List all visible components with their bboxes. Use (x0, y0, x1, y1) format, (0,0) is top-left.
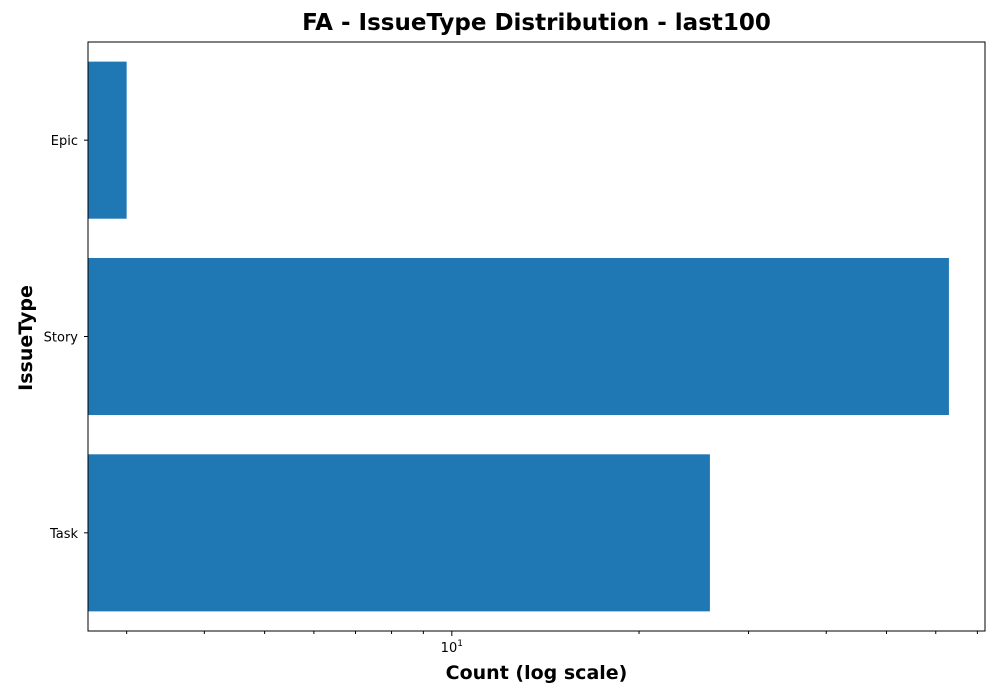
x-axis-label: Count (log scale) (445, 662, 628, 684)
bar-story (88, 257, 949, 416)
y-tick-label-epic: Epic (51, 134, 78, 149)
x-tick-label: 101 (441, 639, 463, 656)
y-axis-label: IssueType (15, 285, 37, 391)
bar-task (88, 454, 710, 612)
y-tick-label-story: Story (44, 331, 79, 346)
bar-epic (88, 61, 127, 219)
axes-frame (87, 41, 986, 632)
y-tick-label-task: Task (49, 527, 79, 542)
chart-title: FA - IssueType Distribution - last100 (302, 10, 771, 36)
